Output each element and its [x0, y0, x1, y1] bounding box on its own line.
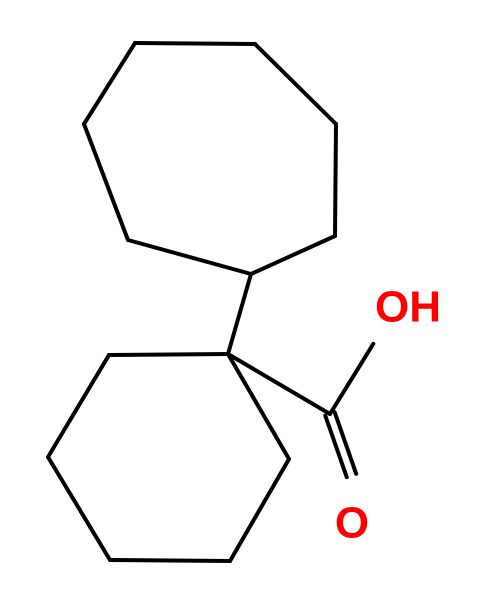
bond [84, 43, 135, 124]
atom-label-oh: OH [375, 283, 441, 332]
bond [330, 344, 373, 414]
bond [255, 44, 336, 124]
bond [48, 457, 110, 560]
bond [128, 240, 251, 274]
atom-label-o-double: O [335, 499, 369, 548]
bond [230, 459, 289, 561]
bond [251, 236, 335, 274]
bond [135, 43, 255, 44]
bond [48, 355, 109, 457]
bond [335, 124, 336, 236]
bond [109, 354, 228, 355]
bond [325, 416, 346, 477]
bond [228, 274, 251, 354]
bond [84, 124, 128, 240]
bond [110, 560, 230, 561]
bond [335, 412, 356, 473]
molecule-structure: OH O [0, 0, 500, 600]
